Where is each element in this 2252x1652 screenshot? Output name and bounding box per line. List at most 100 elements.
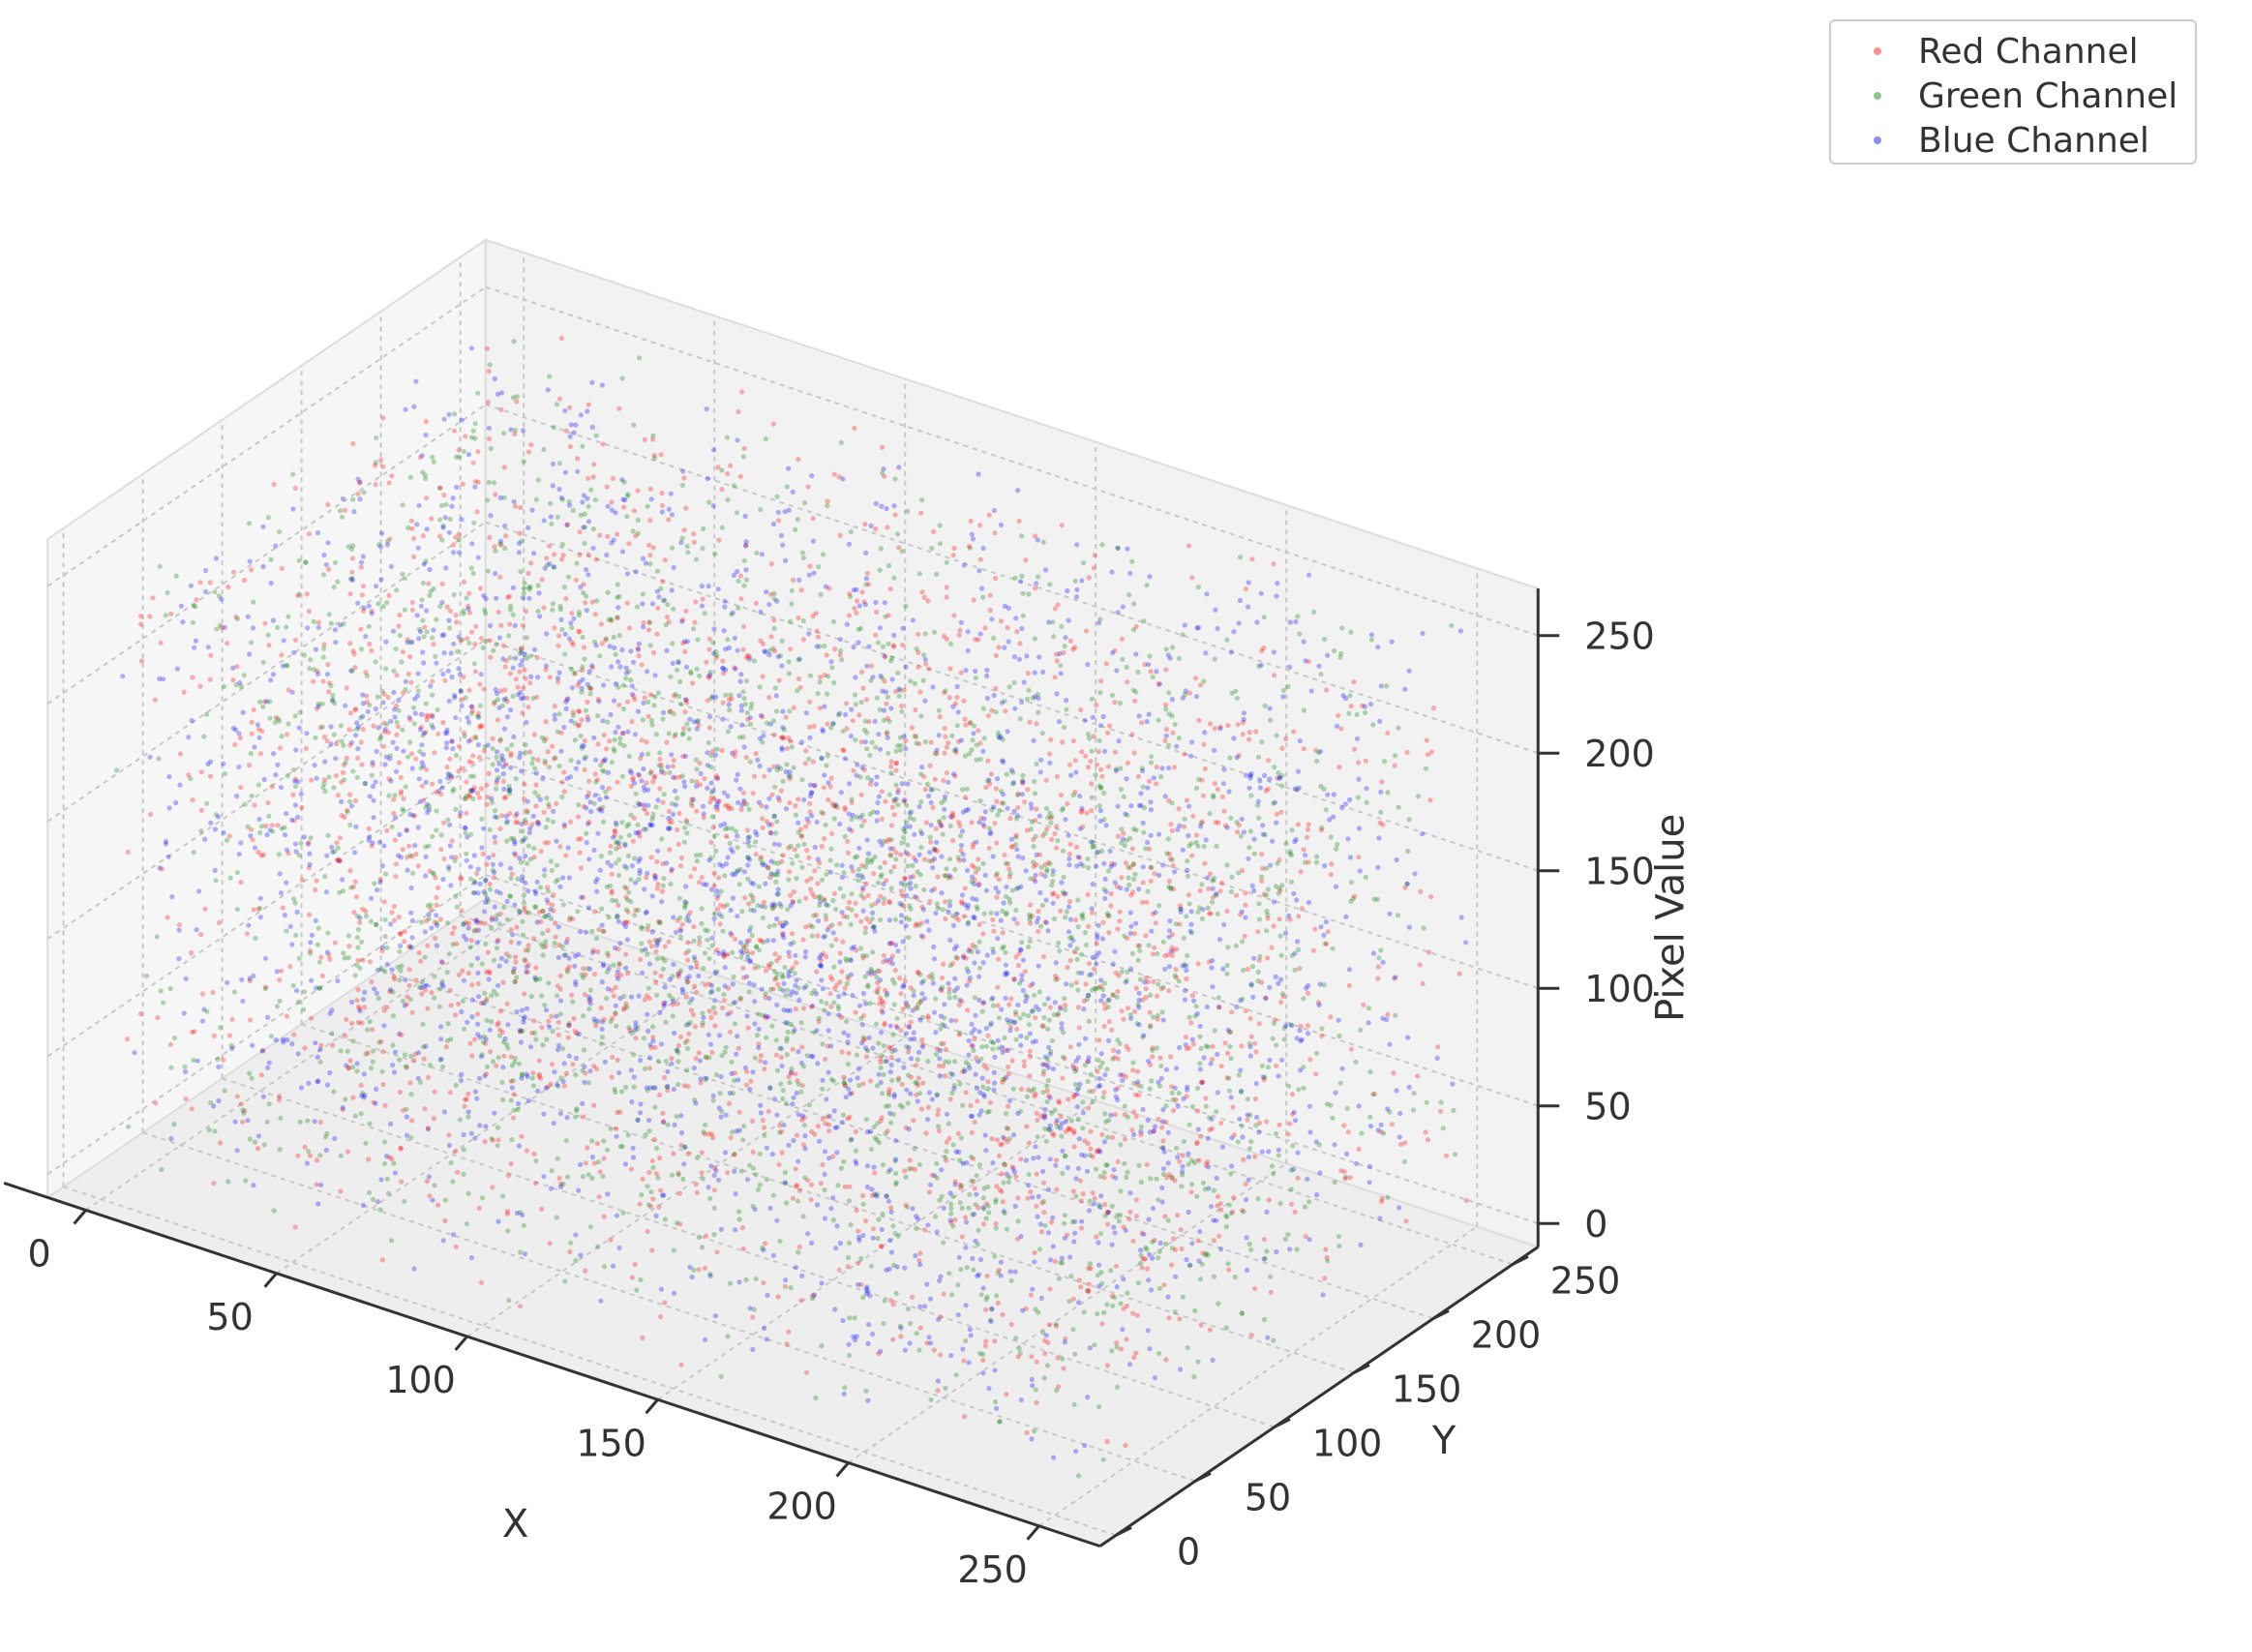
green-point bbox=[656, 763, 662, 768]
red-point bbox=[727, 1029, 734, 1035]
red-point bbox=[810, 516, 816, 522]
green-point bbox=[610, 897, 616, 904]
red-point bbox=[409, 1009, 415, 1015]
red-point bbox=[862, 1036, 868, 1042]
red-point bbox=[474, 1011, 481, 1017]
blue-point bbox=[440, 983, 446, 989]
green-point bbox=[1233, 688, 1239, 694]
red-point bbox=[879, 444, 886, 450]
blue-point bbox=[423, 779, 429, 786]
blue-point bbox=[801, 796, 807, 803]
green-point bbox=[886, 1103, 892, 1109]
red-point bbox=[976, 921, 982, 927]
red-point bbox=[518, 504, 524, 511]
blue-point bbox=[1280, 694, 1286, 700]
red-point bbox=[635, 488, 641, 494]
green-point bbox=[626, 822, 632, 827]
green-point bbox=[479, 816, 485, 823]
blue-point bbox=[1047, 760, 1053, 766]
green-point bbox=[165, 589, 170, 596]
blue-point bbox=[1160, 1107, 1166, 1113]
green-point bbox=[841, 893, 847, 899]
red-point bbox=[1404, 749, 1410, 756]
red-point bbox=[1038, 871, 1044, 877]
red-point bbox=[901, 798, 907, 804]
blue-point bbox=[908, 886, 914, 891]
red-point bbox=[613, 1011, 618, 1017]
green-point bbox=[1160, 939, 1166, 945]
green-point bbox=[1348, 629, 1354, 635]
red-point bbox=[985, 758, 991, 764]
blue-point bbox=[298, 1085, 305, 1091]
green-point bbox=[876, 1140, 883, 1146]
blue-point bbox=[605, 1191, 611, 1197]
red-point bbox=[453, 613, 459, 618]
green-point bbox=[649, 1024, 656, 1030]
red-point bbox=[1347, 1175, 1353, 1181]
blue-point bbox=[390, 739, 396, 745]
green-point bbox=[996, 1045, 1002, 1051]
red-point bbox=[648, 768, 654, 775]
red-point bbox=[961, 914, 967, 919]
green-point bbox=[625, 1132, 631, 1138]
green-point bbox=[847, 1352, 853, 1358]
green-point bbox=[621, 993, 627, 999]
green-point bbox=[605, 589, 611, 595]
red-point bbox=[1027, 1073, 1033, 1079]
red-point bbox=[947, 666, 953, 672]
blue-point bbox=[256, 735, 262, 740]
red-point bbox=[646, 713, 651, 720]
red-point bbox=[863, 1054, 870, 1060]
blue-point bbox=[1059, 1255, 1065, 1261]
red-point bbox=[360, 726, 366, 733]
green-point bbox=[860, 1201, 866, 1207]
red-point bbox=[508, 1054, 514, 1060]
blue-point bbox=[1406, 668, 1412, 674]
blue-point bbox=[420, 649, 426, 655]
blue-point bbox=[426, 1174, 432, 1180]
blue-point bbox=[1325, 652, 1331, 658]
red-point bbox=[771, 732, 777, 737]
green-point bbox=[1246, 1241, 1252, 1247]
blue-point bbox=[1194, 1010, 1200, 1017]
blue-point bbox=[1079, 578, 1085, 584]
blue-point bbox=[862, 1001, 868, 1006]
blue-point bbox=[834, 1125, 840, 1130]
green-point bbox=[758, 856, 764, 862]
red-point bbox=[398, 774, 404, 780]
red-point bbox=[925, 1104, 932, 1110]
red-point bbox=[961, 698, 967, 704]
red-point bbox=[1415, 1073, 1421, 1079]
red-point bbox=[262, 620, 268, 626]
red-point bbox=[831, 471, 837, 477]
blue-point bbox=[656, 594, 662, 600]
green-point bbox=[964, 1265, 970, 1271]
blue-point bbox=[600, 1019, 606, 1025]
green-point bbox=[326, 612, 332, 617]
blue-point bbox=[199, 1018, 206, 1024]
green-point bbox=[500, 1096, 506, 1102]
red-point bbox=[983, 1307, 989, 1312]
blue-point bbox=[703, 1337, 708, 1342]
red-point bbox=[677, 1034, 684, 1039]
green-point bbox=[450, 1179, 456, 1185]
green-point bbox=[465, 1190, 471, 1196]
green-point bbox=[1006, 1136, 1012, 1142]
green-point bbox=[470, 428, 476, 434]
red-point bbox=[659, 490, 665, 496]
blue-point bbox=[741, 744, 747, 750]
blue-point bbox=[669, 512, 676, 518]
green-point bbox=[1028, 876, 1034, 882]
green-point bbox=[722, 873, 728, 879]
red-point bbox=[1034, 1359, 1039, 1365]
green-point bbox=[905, 1306, 911, 1312]
blue-point bbox=[392, 714, 398, 720]
blue-point bbox=[461, 977, 466, 983]
red-point bbox=[678, 1142, 684, 1148]
red-point bbox=[345, 1066, 351, 1071]
red-point bbox=[464, 779, 469, 785]
green-point bbox=[1150, 1239, 1156, 1245]
red-point bbox=[548, 1081, 554, 1087]
green-point bbox=[1130, 687, 1136, 693]
red-point bbox=[1181, 824, 1187, 829]
